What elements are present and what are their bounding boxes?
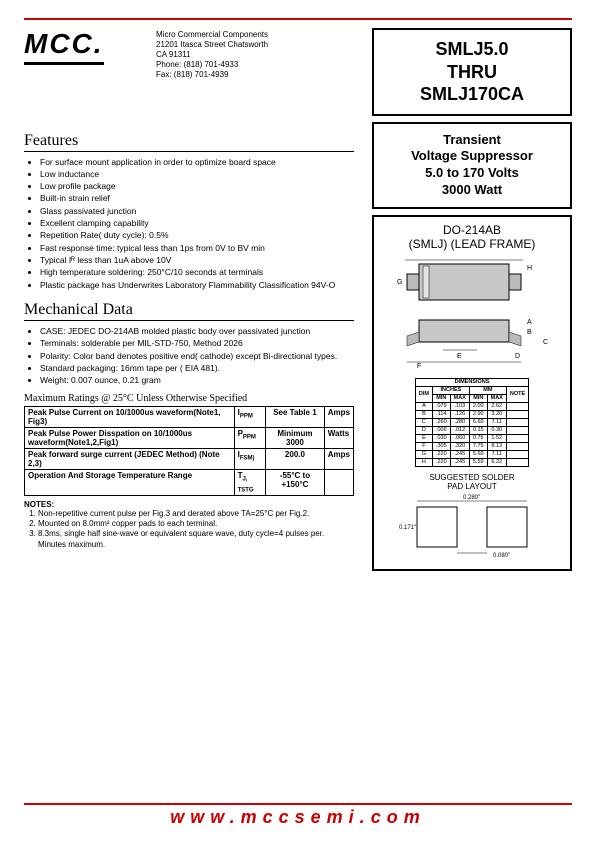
part-title-box: SMLJ5.0 THRU SMLJ170CA — [372, 28, 572, 116]
mech-item: CASE: JEDEC DO-214AB molded plastic body… — [40, 325, 354, 337]
mech-item: Terminals: solderable per MIL-STD-750, M… — [40, 337, 354, 349]
part-to: SMLJ170CA — [378, 83, 566, 106]
dim-row: F.305.3207.758.13 — [415, 442, 528, 450]
note-item: Non-repetitive current pulse per Fig.3 a… — [38, 509, 354, 519]
dim-row: E.030.0600.761.52 — [415, 434, 528, 442]
mechdata-list: CASE: JEDEC DO-214AB molded plastic body… — [24, 325, 354, 387]
desc-l4: 3000 Watt — [378, 182, 566, 199]
feature-item: Glass passivated junction — [40, 205, 354, 217]
dimensions-table: DIMENSIONSDIMINCHESMMNOTEMINMAXMINMAXA.0… — [415, 378, 529, 467]
package-box: DO-214AB (SMLJ) (LEAD FRAME) G H A — [372, 215, 572, 571]
svg-text:E: E — [457, 353, 462, 360]
description-box: Transient Voltage Suppressor 5.0 to 170 … — [372, 122, 572, 210]
ratings-row: Peak Pulse Current on 10/1000us waveform… — [25, 406, 354, 427]
header: MCC. Micro Commercial Components 21201 I… — [24, 28, 572, 122]
logo-block: MCC. — [24, 28, 144, 122]
dim-row: H.220.2455.596.22 — [415, 458, 528, 466]
svg-text:F: F — [417, 363, 421, 370]
footer: www.mccsemi.com — [0, 803, 596, 828]
solder-h: 0.171" — [399, 525, 416, 531]
solder-pad-drawing: 0.280" 0.171" 0.080" — [397, 493, 547, 563]
mech-item: Polarity: Color band denotes positive en… — [40, 350, 354, 362]
desc-l3: 5.0 to 170 Volts — [378, 165, 566, 182]
dim-row: G.220.2455.607.11 — [415, 450, 528, 458]
desc-l1: Transient — [378, 132, 566, 149]
company-logo: MCC. — [24, 28, 104, 65]
feature-item: For surface mount application in order t… — [40, 156, 354, 168]
feature-item: Built-in strain relief — [40, 192, 354, 204]
company-street: 21201 Itasca Street Chatsworth — [156, 40, 360, 50]
company-phone: Phone: (818) 701-4933 — [156, 60, 360, 70]
feature-item: Low inductance — [40, 168, 354, 180]
svg-text:D: D — [515, 353, 520, 360]
solder-gap: 0.080" — [493, 553, 510, 559]
solder-w: 0.280" — [463, 495, 480, 501]
package-drawing: G H A B C E F D — [387, 256, 557, 374]
company-city: CA 91311 — [156, 50, 360, 60]
company-name: Micro Commercial Components — [156, 30, 360, 40]
mech-item: Weight: 0.007 ounce, 0.21 gram — [40, 374, 354, 386]
note-item: Mounted on 8.0mm² copper pads to each te… — [38, 519, 354, 529]
feature-item: Low profile package — [40, 180, 354, 192]
dim-row: B.114.1262.903.20 — [415, 410, 528, 418]
ratings-row: Peak Pulse Power Disspation on 10/1000us… — [25, 427, 354, 448]
part-thru: THRU — [378, 61, 566, 84]
pkg-code: DO-214AB — [378, 223, 566, 237]
solder-pad-title: SUGGESTED SOLDER PAD LAYOUT — [378, 473, 566, 491]
features-list: For surface mount application in order t… — [24, 156, 354, 291]
mech-item: Standard packaging: 16mm tape per ( EIA … — [40, 362, 354, 374]
feature-item: Excellent clamping capability — [40, 217, 354, 229]
svg-text:C: C — [543, 339, 548, 346]
feature-item: Fast response time: typical less than 1p… — [40, 242, 354, 254]
note-item: 8.3ms, single half sine-wave or equivale… — [38, 529, 354, 550]
part-from: SMLJ5.0 — [378, 38, 566, 61]
notes-list: Non-repetitive current pulse per Fig.3 a… — [24, 509, 354, 551]
ratings-row: Operation And Storage Temperature RangeT… — [25, 469, 354, 495]
company-address: Micro Commercial Components 21201 Itasca… — [156, 30, 360, 80]
dim-row: D.006.0120.150.30 — [415, 426, 528, 434]
notes-heading: NOTES: — [24, 500, 354, 509]
feature-item: Typical Iᴿ less than 1uA above 10V — [40, 254, 354, 266]
svg-text:A: A — [527, 319, 532, 326]
feature-item: Plastic package has Underwrites Laborato… — [40, 279, 354, 291]
pkg-name: (SMLJ) (LEAD FRAME) — [378, 237, 566, 251]
ratings-table: Peak Pulse Current on 10/1000us waveform… — [24, 406, 354, 496]
mechdata-heading: Mechanical Data — [24, 301, 354, 321]
top-rule — [24, 18, 572, 20]
logo-text: MCC — [24, 28, 94, 59]
ratings-heading: Maximum Ratings @ 25°C Unless Otherwise … — [24, 393, 354, 404]
feature-item: Repetition Rate( duty cycle): 0.5% — [40, 229, 354, 241]
svg-text:G: G — [397, 279, 402, 286]
feature-item: High temperature soldering: 250°C/10 sec… — [40, 266, 354, 278]
svg-text:B: B — [527, 329, 532, 336]
company-fax: Fax: (818) 701-4939 — [156, 70, 360, 80]
dim-row: C.260.2806.607.11 — [415, 418, 528, 426]
svg-text:H: H — [527, 265, 532, 272]
features-heading: Features — [24, 132, 354, 152]
ratings-row: Peak forward surge current (JEDEC Method… — [25, 448, 354, 469]
desc-l2: Voltage Suppressor — [378, 148, 566, 165]
footer-url: www.mccsemi.com — [0, 807, 596, 828]
dim-row: A.079.1032.002.62 — [415, 402, 528, 410]
